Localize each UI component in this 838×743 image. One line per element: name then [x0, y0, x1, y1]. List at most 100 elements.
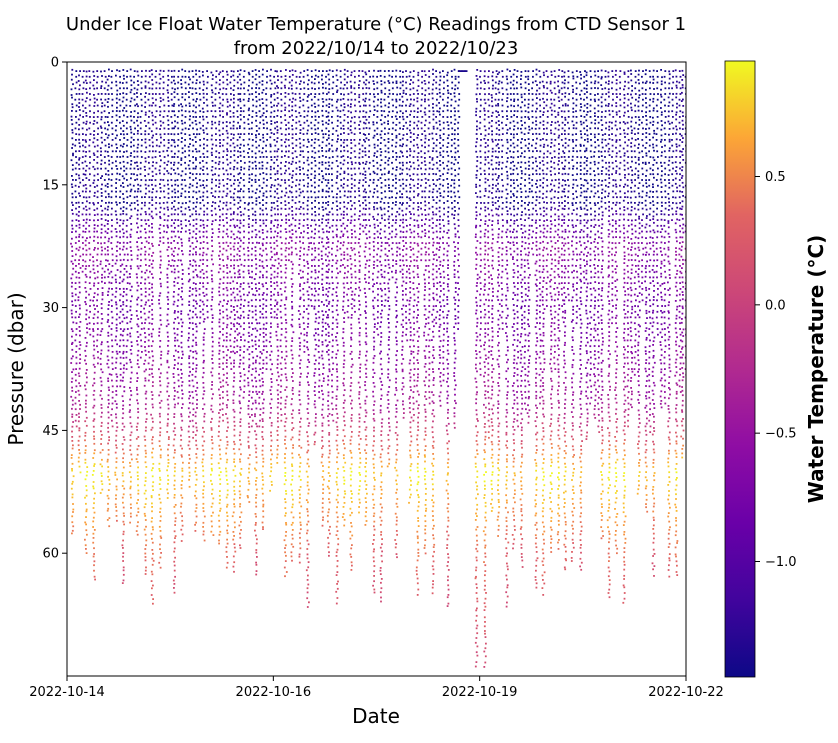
scatter-point — [273, 247, 276, 250]
scatter-point — [181, 467, 184, 470]
scatter-point — [238, 524, 241, 527]
scatter-point — [306, 435, 309, 438]
scatter-point — [134, 104, 137, 107]
scatter-point — [174, 449, 176, 451]
scatter-point — [192, 127, 194, 130]
scatter-point — [277, 102, 280, 105]
scatter-point — [307, 317, 310, 320]
scatter-point — [270, 350, 273, 353]
scatter-point — [195, 157, 197, 159]
scatter-point — [288, 133, 290, 135]
scatter-point — [115, 403, 118, 405]
scatter-point — [155, 133, 158, 135]
scatter-point — [180, 540, 183, 542]
scatter-point — [84, 458, 87, 461]
scatter-point — [251, 150, 254, 153]
scatter-point — [174, 125, 177, 128]
scatter-point — [100, 87, 102, 89]
scatter-point — [143, 512, 146, 515]
scatter-point — [280, 247, 283, 250]
scatter-point — [219, 331, 221, 333]
scatter-point — [122, 287, 125, 290]
scatter-point — [159, 114, 161, 117]
scatter-point — [81, 265, 84, 267]
scatter-point — [189, 263, 192, 266]
scatter-point — [274, 213, 277, 216]
scatter-point — [262, 107, 265, 110]
scatter-point — [85, 165, 88, 167]
scatter-point — [75, 425, 78, 428]
scatter-point — [85, 218, 88, 221]
scatter-point — [159, 357, 162, 360]
scatter-point — [159, 172, 161, 175]
scatter-point — [121, 280, 124, 283]
scatter-point — [180, 163, 183, 166]
scatter-point — [298, 501, 301, 504]
scatter-point — [167, 226, 169, 229]
scatter-point — [106, 232, 109, 234]
scatter-point — [152, 259, 154, 262]
scatter-point — [139, 265, 142, 267]
scatter-point — [78, 465, 81, 468]
scatter-point — [222, 351, 225, 353]
scatter-point — [199, 184, 202, 187]
scatter-point — [158, 470, 161, 472]
scatter-point — [100, 307, 103, 310]
scatter-point — [122, 412, 125, 415]
scatter-point — [270, 250, 273, 253]
scatter-point — [96, 70, 99, 72]
scatter-point — [232, 196, 235, 199]
scatter-point — [259, 385, 262, 388]
scatter-point — [100, 85, 103, 87]
scatter-point — [250, 299, 253, 302]
scatter-point — [258, 133, 260, 135]
scatter-point — [137, 138, 139, 141]
scatter-point — [126, 87, 128, 90]
scatter-point — [85, 399, 87, 402]
scatter-point — [255, 167, 257, 170]
scatter-point — [122, 313, 125, 316]
scatter-point — [211, 220, 214, 223]
scatter-point — [259, 328, 262, 330]
scatter-point — [100, 177, 102, 179]
scatter-point — [159, 215, 161, 218]
scatter-point — [176, 179, 179, 181]
scatter-point — [172, 373, 175, 375]
scatter-point — [126, 70, 129, 72]
scatter-point — [303, 219, 305, 221]
scatter-point — [195, 439, 197, 442]
scatter-point — [139, 121, 142, 124]
scatter-point — [144, 231, 147, 234]
scatter-point — [111, 247, 113, 250]
scatter-point — [144, 295, 147, 298]
scatter-point — [162, 236, 165, 239]
scatter-point — [145, 466, 148, 468]
scatter-point — [247, 457, 250, 460]
scatter-point — [163, 167, 166, 170]
scatter-point — [283, 304, 286, 306]
scatter-point — [166, 371, 169, 374]
scatter-point — [82, 70, 85, 72]
scatter-point — [284, 514, 287, 517]
scatter-point — [266, 161, 269, 164]
scatter-point — [269, 87, 272, 90]
scatter-point — [188, 191, 190, 193]
scatter-point — [303, 299, 305, 302]
scatter-point — [255, 522, 257, 524]
scatter-point — [145, 187, 147, 190]
scatter-point — [270, 236, 272, 239]
scatter-point — [306, 451, 309, 454]
scatter-point — [79, 403, 81, 406]
scatter-point — [137, 84, 140, 86]
scatter-point — [206, 121, 209, 124]
scatter-point — [302, 75, 305, 78]
scatter-point — [258, 87, 261, 90]
scatter-point — [184, 133, 187, 135]
scatter-point — [70, 362, 73, 364]
scatter-point — [230, 230, 233, 233]
scatter-point — [283, 102, 286, 105]
scatter-point — [262, 156, 265, 158]
scatter-point — [238, 255, 241, 257]
scatter-point — [279, 310, 282, 313]
scatter-point — [188, 200, 191, 203]
